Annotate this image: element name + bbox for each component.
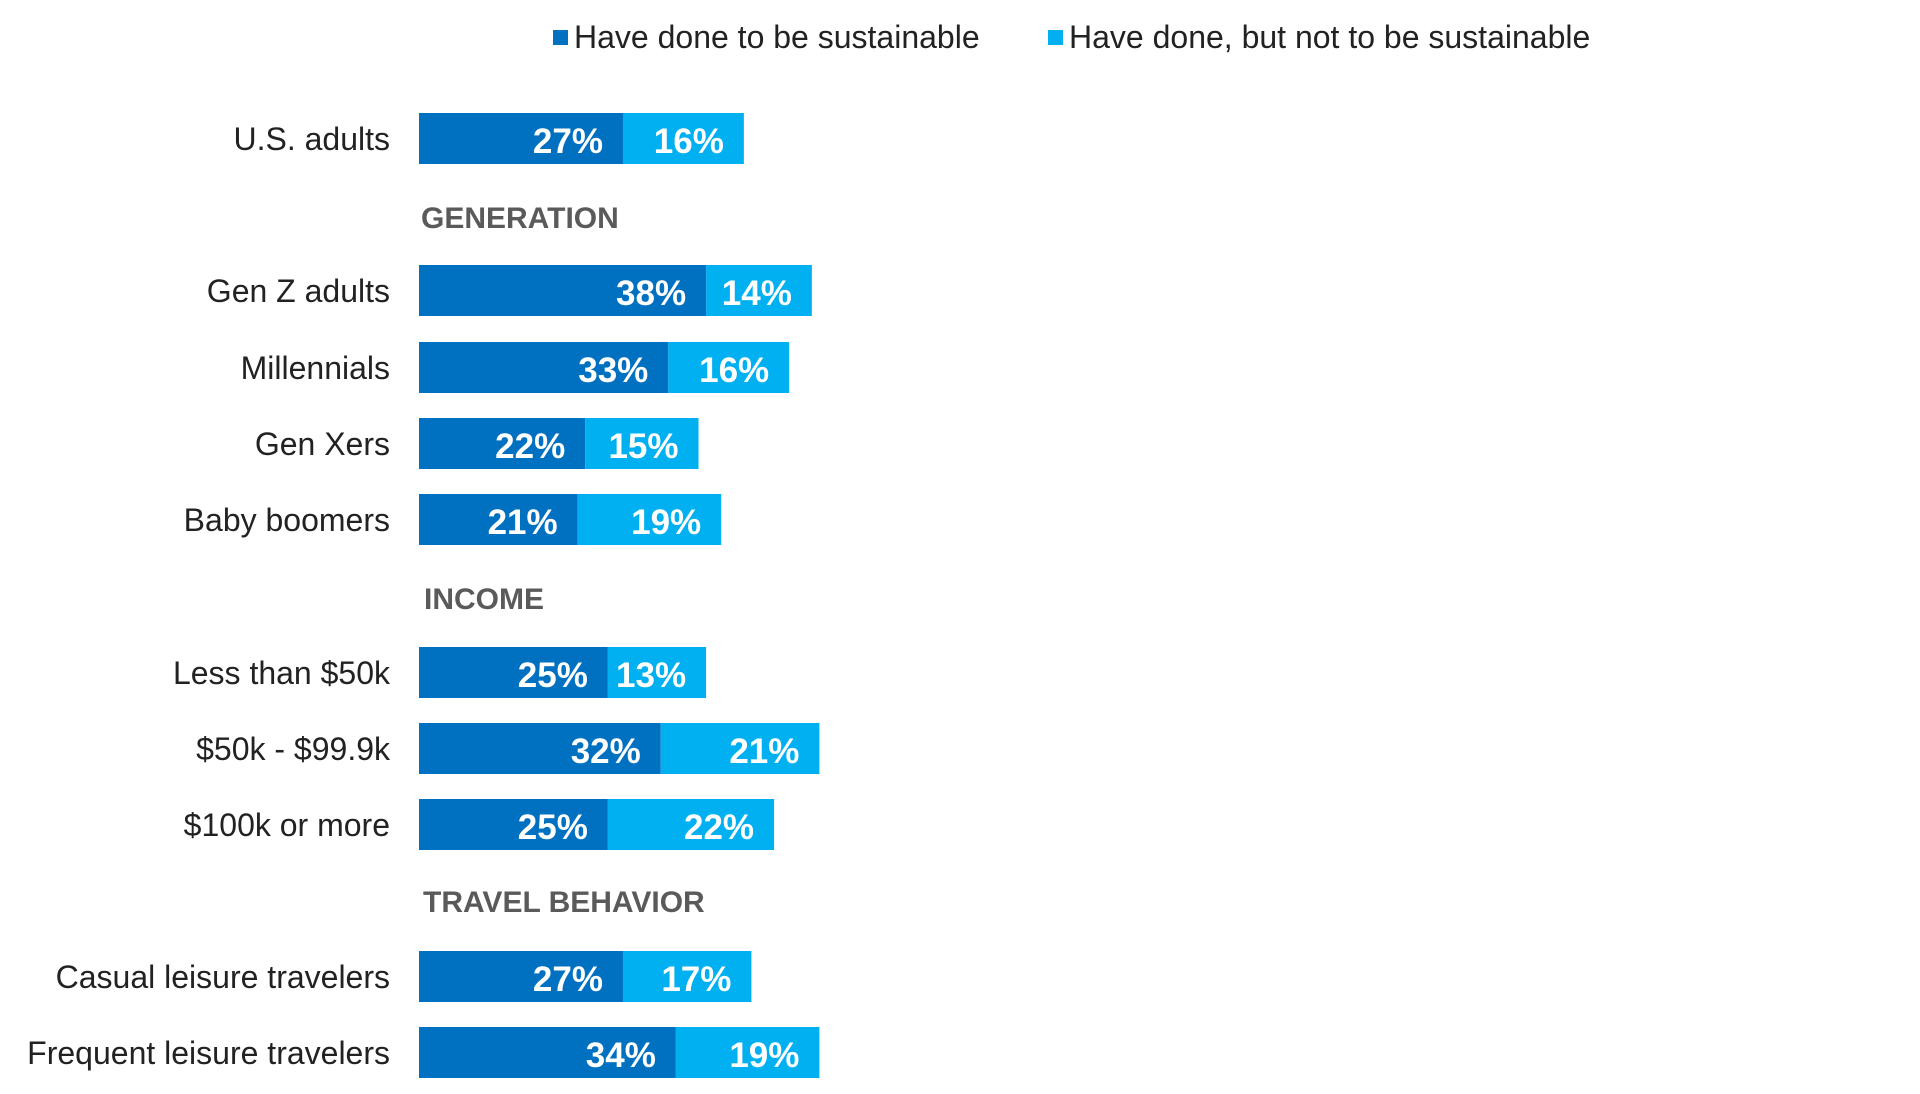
data-label: 17% (661, 960, 731, 999)
chart-legend: Have done to be sustainable Have done, bu… (553, 19, 1590, 55)
data-label: 38% (616, 274, 686, 313)
category-label: Gen Xers (255, 426, 390, 462)
bar-segment-sustainable (419, 647, 608, 698)
category-label: Less than $50k (173, 655, 391, 691)
data-label: 21% (488, 503, 558, 542)
bar-row: Casual leisure travelers 27% 17% (56, 951, 752, 1002)
bar-segment-not-sustainable (660, 723, 820, 774)
bar-segment-not-sustainable (622, 951, 752, 1002)
bar-row: Baby boomers 21% 19% (184, 494, 722, 545)
data-label: 32% (571, 732, 641, 771)
bar-segment-not-sustainable (668, 342, 790, 393)
legend-label-1: Have done to be sustainable (574, 19, 980, 55)
bar-row: U.S. adults 27% 16% (233, 113, 744, 164)
legend-label-2: Have done, but not to be sustainable (1069, 19, 1590, 55)
bar-row: Gen Xers 22% 15% (255, 418, 699, 469)
data-label: 22% (495, 427, 565, 466)
category-label: Baby boomers (184, 502, 390, 538)
bar-segment-sustainable (419, 723, 661, 774)
bar-segment-sustainable (419, 342, 669, 393)
bar-segment-sustainable (419, 1027, 676, 1078)
section-label-generation: GENERATION (421, 202, 619, 235)
bar-segment-sustainable (419, 418, 586, 469)
bar-row: $100k or more 25% 22% (184, 799, 775, 850)
data-label: 25% (518, 808, 588, 847)
bar-segment-not-sustainable (622, 113, 744, 164)
bar-segment-not-sustainable (585, 418, 699, 469)
category-label: Gen Z adults (207, 273, 390, 309)
data-label: 27% (533, 122, 603, 161)
data-label: 13% (616, 656, 686, 695)
bar-segment-not-sustainable (607, 799, 775, 850)
bar-segment-sustainable (419, 265, 707, 316)
bar-segment-sustainable (419, 951, 623, 1002)
data-label: 22% (684, 808, 754, 847)
data-label: 21% (729, 732, 799, 771)
data-label: 15% (608, 427, 678, 466)
legend-swatch-2 (1048, 30, 1063, 45)
plot-area: U.S. adults 27% 16% GENERATION Gen Z adults 3… (27, 113, 820, 1078)
data-label: 25% (518, 656, 588, 695)
legend-swatch-1 (553, 30, 568, 45)
category-label: Millennials (241, 350, 390, 386)
category-label: Casual leisure travelers (56, 959, 390, 995)
data-label: 19% (729, 1036, 799, 1075)
bar-segment-not-sustainable (706, 265, 812, 316)
category-label: U.S. adults (233, 121, 390, 157)
bar-segment-not-sustainable (607, 647, 707, 698)
category-label: $100k or more (184, 807, 390, 843)
bar-row: Millennials 33% 16% (241, 342, 790, 393)
bar-segment-not-sustainable (675, 1027, 820, 1078)
data-label: 14% (722, 274, 792, 313)
data-label: 27% (533, 960, 603, 999)
category-label: $50k - $99.9k (196, 731, 391, 767)
category-label: Frequent leisure travelers (27, 1035, 390, 1071)
bar-segment-not-sustainable (577, 494, 722, 545)
bar-row: $50k - $99.9k 32% 21% (196, 723, 820, 774)
bar-row: Gen Z adults 38% 14% (207, 265, 812, 316)
data-label: 19% (631, 503, 701, 542)
data-label: 33% (578, 351, 648, 390)
bar-segment-sustainable (419, 494, 578, 545)
data-label: 16% (654, 122, 724, 161)
bar-row: Less than $50k 25% 13% (173, 647, 707, 698)
section-label-income: INCOME (424, 583, 544, 616)
data-label: 34% (586, 1036, 656, 1075)
data-label: 16% (699, 351, 769, 390)
bar-row: Frequent leisure travelers 34% 19% (27, 1027, 820, 1078)
bar-segment-sustainable (419, 113, 623, 164)
bar-segment-sustainable (419, 799, 608, 850)
section-label-travel-behavior: TRAVEL BEHAVIOR (423, 886, 705, 919)
